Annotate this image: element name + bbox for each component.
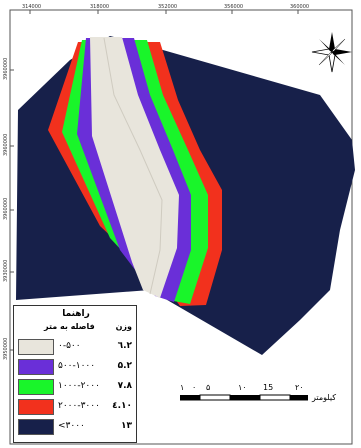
scale-bar — [180, 394, 308, 401]
road-centerline — [103, 37, 163, 295]
legend-swatch — [18, 399, 54, 415]
legend-range: <۳۰۰۰ — [58, 421, 85, 431]
coord-left-4: 3930000 — [3, 259, 9, 282]
legend-item: <۳۰۰۰ ۱۳ — [18, 418, 134, 436]
legend-item: ۲۰۰۰-۳۰۰۰ ۱۰.٤ — [18, 398, 134, 416]
legend-col-weight: وزن — [115, 322, 132, 331]
legend-item: ۰-۵۰۰ ۲.٦ — [18, 338, 134, 356]
coord-top-1: 314000 — [22, 4, 42, 10]
legend-title: راهنما — [62, 309, 90, 319]
scale-unit: کیلومتر — [312, 393, 337, 402]
legend-swatch — [18, 359, 54, 375]
coord-left-5: 3950000 — [3, 337, 9, 360]
scale-label: ۲۰ — [295, 383, 304, 392]
legend-swatch — [18, 379, 54, 395]
legend-col-distance: فاصله به متر — [44, 322, 95, 331]
coord-left-2: 3960000 — [3, 133, 9, 156]
scale-label: ۱۰ — [238, 383, 247, 392]
legend-range: ۱۰۰۰-۲۰۰۰ — [58, 381, 100, 391]
coord-top-2: 318000 — [90, 4, 110, 10]
legend-weight: ۷.۸ — [117, 381, 132, 391]
legend-weight: ۱۰.٤ — [112, 401, 132, 411]
frame-ticks — [10, 10, 299, 351]
scale-label: ۱ — [180, 383, 185, 392]
legend: راهنما فاصله به متر وزن ۰-۵۰۰ ۲.٦ ۵۰۰-۱۰… — [13, 305, 137, 443]
coord-left-1: 3960000 — [3, 57, 9, 80]
coord-top-5: 360000 — [290, 4, 310, 10]
legend-swatch — [18, 419, 54, 435]
scale-label: ۰ — [192, 383, 197, 392]
band-0-500 — [90, 37, 179, 298]
legend-weight: ۲.٦ — [117, 341, 132, 351]
legend-weight: ۱۳ — [121, 421, 132, 431]
legend-item: ۱۰۰۰-۲۰۰۰ ۷.۸ — [18, 378, 134, 396]
legend-swatch — [18, 339, 54, 355]
coord-top-3: 352000 — [158, 4, 178, 10]
scale-label: ۵ — [206, 383, 211, 392]
coord-top-4: 356000 — [224, 4, 244, 10]
scale-label: 15 — [263, 383, 274, 392]
coord-left-3: 3960000 — [3, 197, 9, 220]
legend-weight: ۵.۲ — [117, 361, 132, 371]
legend-item: ۵۰۰-۱۰۰۰ ۵.۲ — [18, 358, 134, 376]
legend-range: ۰-۵۰۰ — [58, 341, 81, 351]
legend-range: ۵۰۰-۱۰۰۰ — [58, 361, 96, 371]
compass-rose-icon — [311, 32, 352, 73]
legend-range: ۲۰۰۰-۳۰۰۰ — [58, 401, 100, 411]
